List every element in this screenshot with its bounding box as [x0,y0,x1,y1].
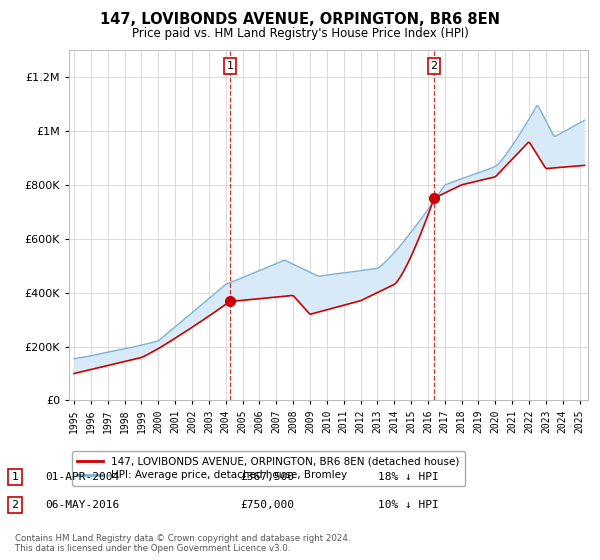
Text: Contains HM Land Registry data © Crown copyright and database right 2024.
This d: Contains HM Land Registry data © Crown c… [15,534,350,553]
Text: 147, LOVIBONDS AVENUE, ORPINGTON, BR6 8EN: 147, LOVIBONDS AVENUE, ORPINGTON, BR6 8E… [100,12,500,27]
Text: £367,500: £367,500 [240,472,294,482]
Text: 1: 1 [226,61,233,71]
Text: 2: 2 [11,500,19,510]
Text: 10% ↓ HPI: 10% ↓ HPI [378,500,439,510]
Legend: 147, LOVIBONDS AVENUE, ORPINGTON, BR6 8EN (detached house), HPI: Average price, : 147, LOVIBONDS AVENUE, ORPINGTON, BR6 8E… [71,451,465,486]
Text: 2: 2 [431,61,438,71]
Text: 01-APR-2004: 01-APR-2004 [45,472,119,482]
Text: 1: 1 [11,472,19,482]
Text: £750,000: £750,000 [240,500,294,510]
Text: Price paid vs. HM Land Registry's House Price Index (HPI): Price paid vs. HM Land Registry's House … [131,27,469,40]
Text: 06-MAY-2016: 06-MAY-2016 [45,500,119,510]
Text: 18% ↓ HPI: 18% ↓ HPI [378,472,439,482]
